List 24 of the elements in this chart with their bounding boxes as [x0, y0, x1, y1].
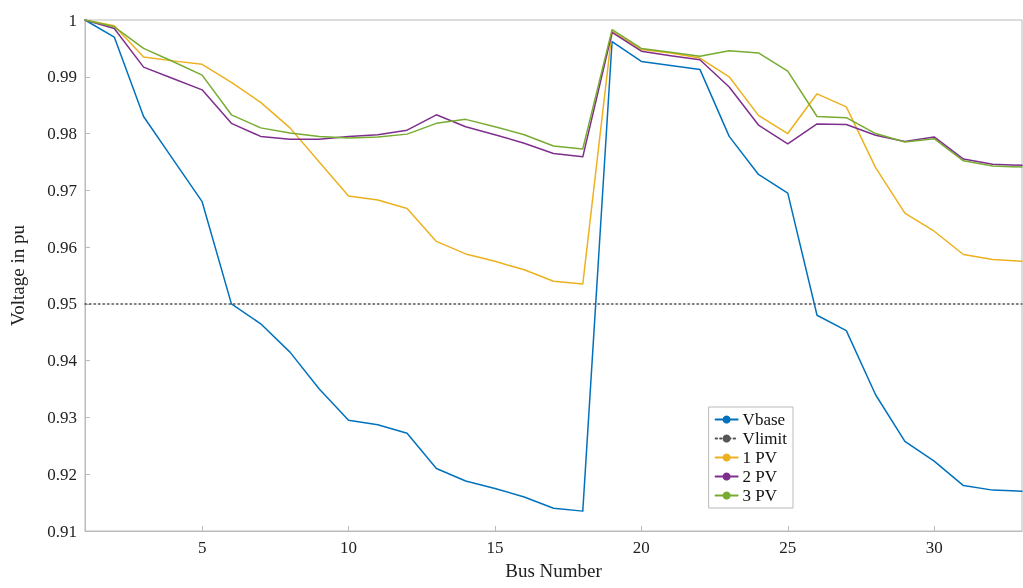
x-tick-label: 10 — [340, 538, 358, 557]
y-tick-label: 0.95 — [47, 294, 77, 314]
legend-label: Vlimit — [742, 429, 788, 448]
legend-label: Vbase — [742, 410, 786, 429]
y-tick-label: 0.99 — [47, 67, 77, 87]
legend-label: 1 PV — [742, 448, 778, 467]
x-tick-label: 25 — [779, 538, 797, 557]
y-tick-label: 0.91 — [47, 521, 77, 541]
x-tick-label: 30 — [925, 538, 943, 557]
y-tick-label: 0.93 — [47, 407, 77, 427]
y-tick-label: 0.97 — [47, 180, 78, 200]
legend-label: 3 PV — [742, 486, 778, 505]
x-tick-label: 5 — [197, 538, 207, 557]
y-tick-label: 0.96 — [47, 237, 77, 257]
line-series — [84, 19, 1023, 512]
x-axis-title: Bus Number — [505, 560, 603, 581]
x-tick-label: 20 — [632, 538, 650, 557]
y-axis-title: Voltage in pu — [7, 224, 28, 326]
y-tick-label: 0.94 — [47, 351, 78, 371]
x-tick-label: 15 — [486, 538, 504, 557]
y-tick-label: 1 — [68, 10, 77, 30]
legend-label: 2 PV — [742, 467, 778, 486]
y-tick-label: 0.92 — [47, 464, 77, 484]
y-tick-label: 0.98 — [47, 124, 77, 144]
